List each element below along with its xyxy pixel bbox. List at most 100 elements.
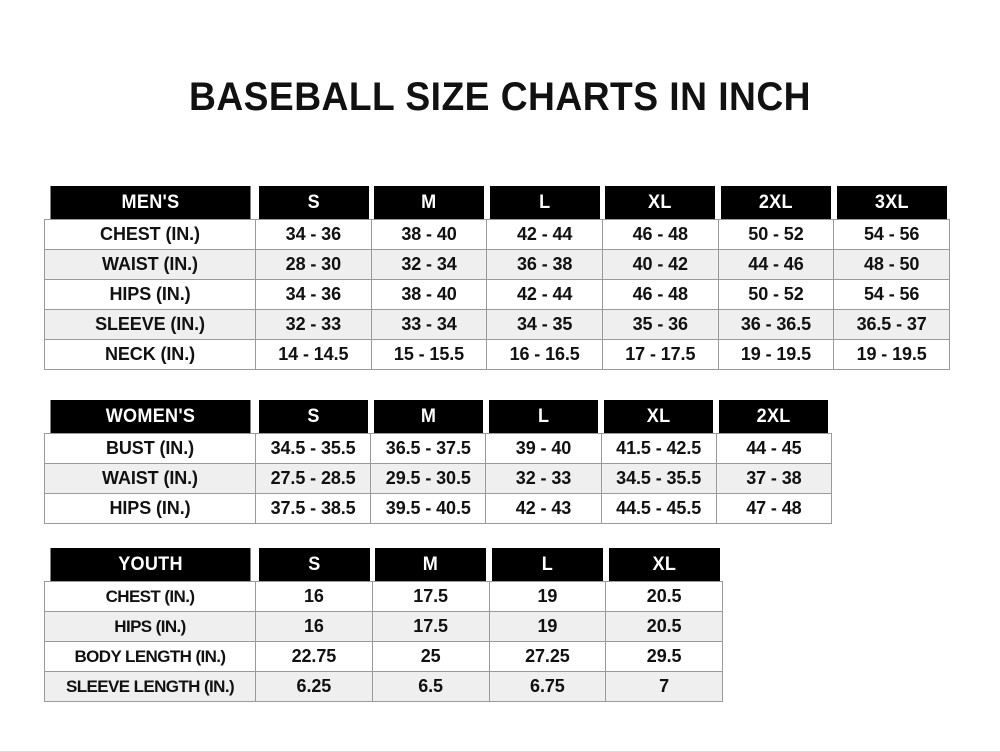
mens-measurement-cell: 54 - 56 [833,219,950,250]
womens-measurement-cell: 39 - 40 [485,433,602,464]
mens-size-header-xl: XL [605,186,716,220]
youth-measurement-cell: 20.5 [605,611,723,642]
mens-measurement-cell: 32 - 33 [255,309,372,340]
womens-measurement-cell: 32 - 33 [485,463,602,494]
table-row: NECK (IN.) 14 - 14.5 15 - 15.5 16 - 16.5 17 … [44,339,950,370]
youth-row-label: BODY LENGTH (IN.) [44,641,256,672]
womens-measurement-cell: 36.5 - 37.5 [370,433,487,464]
mens-measurement-cell: 28 - 30 [255,249,372,280]
mens-measurement-cell: 36 - 38 [486,249,603,280]
womens-row-label: WAIST (IN.) [44,463,256,494]
table-row: HIPS (IN.) 37.5 - 38.5 39.5 - 40.5 42 - 43 4… [44,493,833,524]
womens-measurement-cell: 34.5 - 35.5 [600,463,717,494]
youth-measurement-cell: 16 [255,581,373,612]
table-row: CHEST (IN.) 34 - 36 38 - 40 42 - 44 46 - 48 5… [44,219,950,250]
mens-measurement-cell: 38 - 40 [370,279,488,310]
mens-measurement-cell: 46 - 48 [601,219,719,250]
womens-measurement-cell: 44 - 45 [715,433,833,464]
youth-measurement-cell: 19 [488,581,607,612]
mens-measurement-cell: 50 - 52 [717,279,835,310]
womens-measurement-cell: 27.5 - 28.5 [254,463,372,494]
mens-measurement-cell: 36 - 36.5 [717,309,835,340]
womens-measurement-cell: 34.5 - 35.5 [254,433,372,464]
youth-measurement-cell: 17.5 [371,611,490,642]
youth-size-header-l: L [491,548,603,582]
mens-measurement-cell: 32 - 34 [370,249,488,280]
youth-row-label: HIPS (IN.) [44,611,256,642]
mens-measurement-cell: 17 - 17.5 [601,339,719,370]
youth-row-label: CHEST (IN.) [44,581,256,612]
youth-row-label: SLEEVE LENGTH (IN.) [44,671,256,702]
mens-measurement-cell: 19 - 19.5 [717,339,835,370]
mens-row-label: NECK (IN.) [44,339,256,370]
womens-size-header-l: L [488,400,599,434]
youth-measurement-cell: 6.5 [371,671,490,702]
mens-measurement-cell: 14 - 14.5 [255,339,372,370]
mens-measurement-cell: 54 - 56 [833,279,950,310]
womens-measurement-cell: 29.5 - 30.5 [370,463,487,494]
mens-measurement-cell: 50 - 52 [717,219,835,250]
youth-header-row: YOUTH S M L XL [45,548,723,582]
youth-measurement-cell: 7 [605,671,723,702]
mens-corner-label: MEN'S [49,186,251,220]
womens-measurement-cell: 37 - 38 [715,463,833,494]
mens-row-label: HIPS (IN.) [44,279,256,310]
mens-row-label: WAIST (IN.) [44,249,256,280]
womens-row-label: BUST (IN.) [44,433,256,464]
mens-size-table: MEN'S S M L XL 2XL 3XL CHEST (IN.) 34 - 36 38 - 4… [44,186,950,370]
youth-measurement-cell: 6.25 [255,671,373,702]
page-title: BASEBALL SIZE CHARTS IN INCH [188,75,812,119]
youth-measurement-cell: 6.75 [488,671,607,702]
mens-size-header-2xl: 2XL [721,186,831,220]
mens-size-header-s: S [258,186,369,220]
womens-header-row: WOMEN'S S M L XL 2XL [45,400,832,434]
table-row: BUST (IN.) 34.5 - 35.5 36.5 - 37.5 39 - 40 4… [44,433,833,464]
womens-measurement-cell: 41.5 - 42.5 [600,433,717,464]
mens-measurement-cell: 42 - 44 [486,279,603,310]
youth-measurement-cell: 29.5 [605,641,723,672]
mens-measurement-cell: 46 - 48 [601,279,719,310]
womens-measurement-cell: 44.5 - 45.5 [600,493,717,524]
womens-size-header-xl: XL [603,400,714,434]
mens-measurement-cell: 19 - 19.5 [833,339,950,370]
womens-measurement-cell: 37.5 - 38.5 [254,493,372,524]
mens-measurement-cell: 33 - 34 [370,309,488,340]
table-row: SLEEVE (IN.) 32 - 33 33 - 34 34 - 35 35 - 36… [44,309,950,340]
mens-measurement-cell: 40 - 42 [601,249,719,280]
youth-measurement-cell: 19 [488,611,607,642]
mens-measurement-cell: 34 - 35 [486,309,603,340]
youth-measurement-cell: 25 [371,641,490,672]
mens-measurement-cell: 42 - 44 [486,219,603,250]
mens-size-header-3xl: 3XL [836,186,947,220]
youth-size-table: YOUTH S M L XL CHEST (IN.) 16 17.5 19 20.5 HIPS (I… [44,548,723,702]
mens-size-header-m: M [374,186,484,220]
table-row: CHEST (IN.) 16 17.5 19 20.5 [44,581,723,612]
womens-size-table: WOMEN'S S M L XL 2XL BUST (IN.) 34.5 - 35.5 36.5… [44,400,833,524]
table-row: HIPS (IN.) 16 17.5 19 20.5 [44,611,723,642]
womens-measurement-cell: 39.5 - 40.5 [370,493,487,524]
table-row: HIPS (IN.) 34 - 36 38 - 40 42 - 44 46 - 48 50… [44,279,950,310]
mens-measurement-cell: 48 - 50 [833,249,950,280]
youth-size-header-xl: XL [608,548,720,582]
womens-corner-label: WOMEN'S [49,400,251,434]
womens-measurement-cell: 47 - 48 [715,493,833,524]
womens-size-header-s: S [258,400,368,434]
youth-measurement-cell: 22.75 [255,641,373,672]
womens-size-header-m: M [373,400,483,434]
mens-row-label: CHEST (IN.) [44,219,256,250]
mens-size-header-l: L [489,186,600,220]
table-row: SLEEVE LENGTH (IN.) 6.25 6.5 6.75 7 [44,671,723,702]
mens-measurement-cell: 15 - 15.5 [370,339,488,370]
mens-measurement-cell: 16 - 16.5 [486,339,603,370]
table-row: WAIST (IN.) 27.5 - 28.5 29.5 - 30.5 32 - 33… [44,463,833,494]
mens-measurement-cell: 34 - 36 [255,279,372,310]
womens-measurement-cell: 42 - 43 [485,493,602,524]
mens-measurement-cell: 36.5 - 37 [833,309,950,340]
youth-measurement-cell: 27.25 [488,641,607,672]
youth-measurement-cell: 16 [255,611,373,642]
womens-row-label: HIPS (IN.) [44,493,256,524]
youth-size-header-m: M [375,548,487,582]
youth-measurement-cell: 20.5 [605,581,723,612]
table-row: WAIST (IN.) 28 - 30 32 - 34 36 - 38 40 - 42 4… [44,249,950,280]
youth-size-header-s: S [258,548,370,582]
